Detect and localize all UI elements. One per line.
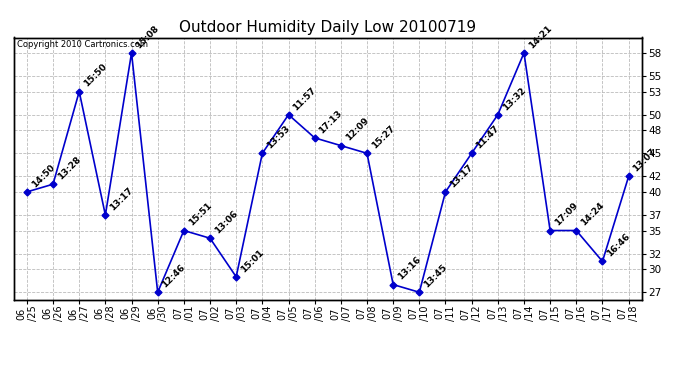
- Text: 15:01: 15:01: [239, 248, 266, 274]
- Text: Copyright 2010 Cartronics.com: Copyright 2010 Cartronics.com: [17, 40, 148, 49]
- Text: 14:24: 14:24: [579, 201, 606, 228]
- Text: 15:50: 15:50: [82, 62, 108, 89]
- Text: 14:50: 14:50: [30, 162, 57, 189]
- Text: 11:47: 11:47: [475, 124, 501, 150]
- Text: 17:13: 17:13: [317, 108, 344, 135]
- Text: 13:17: 13:17: [108, 186, 135, 212]
- Text: 15:51: 15:51: [186, 201, 213, 228]
- Text: 15:08: 15:08: [135, 24, 161, 50]
- Text: 17:09: 17:09: [553, 201, 580, 228]
- Text: 13:07: 13:07: [631, 147, 658, 174]
- Text: 13:17: 13:17: [448, 162, 475, 189]
- Text: 14:21: 14:21: [526, 24, 553, 50]
- Text: 13:06: 13:06: [213, 209, 239, 236]
- Text: 13:16: 13:16: [396, 255, 422, 282]
- Title: Outdoor Humidity Daily Low 20100719: Outdoor Humidity Daily Low 20100719: [179, 20, 476, 35]
- Text: 13:45: 13:45: [422, 263, 448, 290]
- Text: 16:46: 16:46: [605, 232, 632, 259]
- Text: 15:27: 15:27: [370, 124, 397, 150]
- Text: 13:53: 13:53: [265, 124, 292, 150]
- Text: 11:57: 11:57: [291, 85, 318, 112]
- Text: 13:28: 13:28: [56, 155, 82, 182]
- Text: 12:09: 12:09: [344, 116, 371, 143]
- Text: 12:46: 12:46: [161, 263, 187, 290]
- Text: 13:32: 13:32: [500, 86, 527, 112]
